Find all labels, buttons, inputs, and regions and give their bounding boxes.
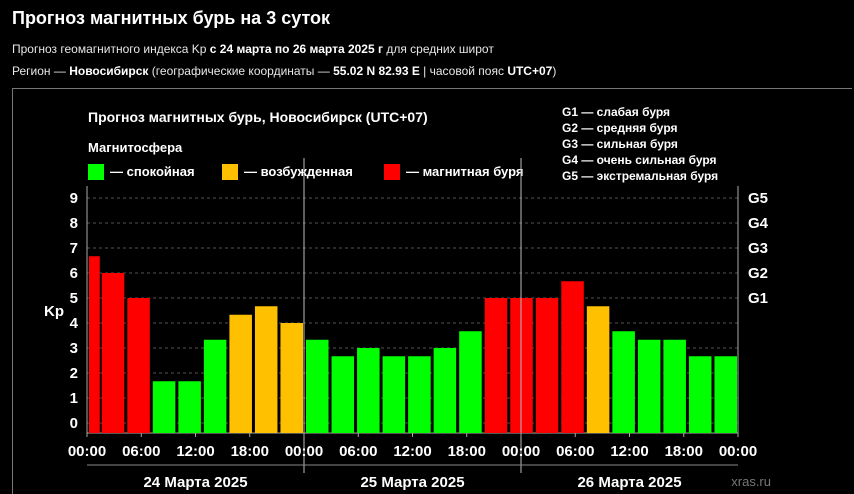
kp-bar (178, 381, 201, 433)
x-tick-label: 00:00 (502, 443, 540, 460)
kp-bar (535, 298, 559, 433)
x-tick-label: 00:00 (719, 443, 757, 460)
y-tick-label: 3 (70, 340, 78, 357)
g-tick-label: G3 (748, 240, 768, 257)
kp-bar (229, 314, 252, 433)
kp-bar (408, 356, 431, 433)
kp-bar (152, 381, 176, 433)
kp-bar (331, 356, 355, 433)
day-label: 26 Марта 2025 (577, 474, 681, 491)
forecast-description: Прогноз геомагнитного индекса Kp с 24 ма… (12, 42, 494, 56)
kp-bar (459, 331, 482, 433)
kp-bar (254, 306, 278, 433)
legend-item-label: — магнитная буря (406, 164, 523, 179)
kp-bar (280, 323, 303, 433)
x-tick-label: 00:00 (68, 443, 106, 460)
kp-bar (101, 273, 125, 433)
x-tick-label: 18:00 (665, 443, 703, 460)
g-tick-label: G4 (748, 215, 769, 232)
kp-bar (382, 356, 406, 433)
kp-bar (714, 356, 737, 433)
x-tick-label: 12:00 (610, 443, 648, 460)
kp-bar (561, 281, 584, 433)
kp-bar (127, 298, 150, 433)
y-tick-label: 2 (70, 365, 78, 382)
kp-bar (612, 331, 635, 433)
chart-panel (12, 88, 852, 494)
g-tick-label: G2 (748, 265, 768, 282)
x-tick-label: 06:00 (122, 443, 160, 460)
legend-swatch (222, 164, 238, 180)
page-title: Прогноз магнитных бурь на 3 суток (12, 8, 331, 28)
x-tick-label: 18:00 (448, 443, 486, 460)
x-tick-label: 12:00 (176, 443, 214, 460)
watermark: xras.ru (731, 474, 771, 489)
x-tick-label: 12:00 (393, 443, 431, 460)
kp-bar (484, 298, 508, 433)
x-tick-label: 06:00 (339, 443, 377, 460)
kp-bar (637, 339, 661, 433)
y-tick-label: 1 (70, 390, 78, 407)
y-tick-label: 0 (70, 415, 78, 432)
x-tick-label: 18:00 (231, 443, 269, 460)
y-tick-label: 8 (70, 215, 78, 232)
legend-item-label: — спокойная (110, 164, 195, 179)
kp-bar (306, 339, 329, 433)
storm-level-legend: G3 — сильная буря (562, 137, 678, 151)
y-tick-label: 4 (70, 315, 79, 332)
region-description: Регион — Новосибирск (географические коо… (12, 64, 557, 78)
storm-level-legend: G1 — слабая буря (562, 105, 670, 119)
legend-swatch (88, 164, 104, 180)
g-tick-label: G5 (748, 190, 768, 207)
storm-level-legend: G5 — экстремальная буря (562, 169, 718, 183)
day-label: 24 Марта 2025 (143, 474, 247, 491)
x-tick-label: 06:00 (556, 443, 594, 460)
day-label: 25 Марта 2025 (360, 474, 464, 491)
legend-item-label: — возбужденная (244, 164, 353, 179)
y-axis-label: Kp (44, 303, 64, 320)
legend-section-label: Магнитосфера (88, 140, 183, 155)
y-tick-label: 6 (70, 265, 78, 282)
legend-swatch (384, 164, 400, 180)
kp-bar (586, 306, 610, 433)
x-tick-label: 00:00 (285, 443, 323, 460)
chart-title: Прогноз магнитных бурь, Новосибирск (UTC… (88, 109, 428, 125)
kp-bar (203, 339, 227, 433)
kp-bar (89, 256, 100, 433)
kp-bar (688, 356, 712, 433)
y-tick-label: 7 (70, 240, 78, 257)
g-tick-label: G1 (748, 290, 768, 307)
kp-bar (663, 339, 686, 433)
storm-level-legend: G2 — средняя буря (562, 121, 678, 135)
y-tick-label: 9 (70, 190, 78, 207)
y-tick-label: 5 (70, 290, 78, 307)
storm-level-legend: G4 — очень сильная буря (562, 153, 717, 167)
kp-bar (433, 348, 457, 433)
kp-bar (357, 348, 380, 433)
